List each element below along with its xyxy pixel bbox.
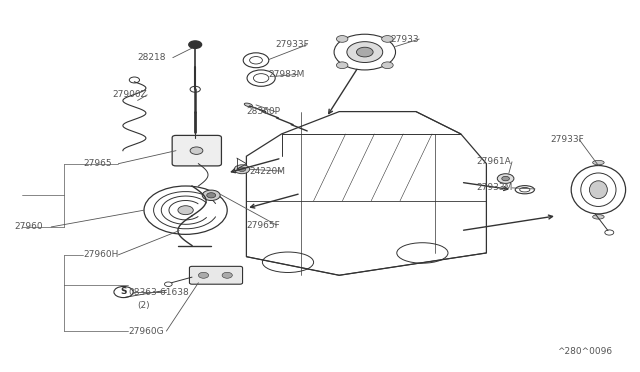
Circle shape	[497, 174, 514, 183]
Circle shape	[189, 41, 202, 48]
Text: 08363-61638: 08363-61638	[128, 288, 189, 296]
Text: S: S	[120, 287, 127, 296]
Circle shape	[238, 167, 246, 171]
Text: 27900Z: 27900Z	[112, 90, 147, 99]
FancyBboxPatch shape	[189, 266, 243, 284]
Text: 27965F: 27965F	[246, 221, 280, 230]
Text: (2): (2)	[138, 301, 150, 310]
Ellipse shape	[244, 103, 252, 107]
Ellipse shape	[589, 181, 607, 199]
Circle shape	[356, 47, 373, 57]
Text: 24220M: 24220M	[250, 167, 285, 176]
Circle shape	[502, 176, 509, 181]
Ellipse shape	[593, 160, 604, 165]
Circle shape	[381, 62, 393, 68]
Text: 27933: 27933	[390, 35, 419, 44]
Circle shape	[190, 147, 203, 154]
Text: 27933F: 27933F	[550, 135, 584, 144]
Text: 27965: 27965	[83, 159, 112, 168]
Circle shape	[347, 42, 383, 62]
Ellipse shape	[593, 215, 604, 219]
FancyBboxPatch shape	[172, 135, 221, 166]
Text: 27983M: 27983M	[269, 70, 305, 79]
Circle shape	[222, 272, 232, 278]
Circle shape	[207, 193, 216, 198]
Circle shape	[234, 165, 250, 174]
Circle shape	[202, 190, 220, 201]
Text: 27960: 27960	[14, 222, 43, 231]
Circle shape	[381, 36, 393, 42]
Circle shape	[178, 206, 193, 215]
Text: 27933F: 27933F	[275, 40, 309, 49]
Circle shape	[337, 62, 348, 68]
Text: 27960G: 27960G	[128, 327, 164, 336]
Text: 27960H: 27960H	[83, 250, 118, 259]
Text: 28218: 28218	[138, 53, 166, 62]
Text: 27961A: 27961A	[477, 157, 511, 166]
Text: 27933M: 27933M	[477, 183, 513, 192]
Circle shape	[198, 272, 209, 278]
Circle shape	[337, 36, 348, 42]
Text: 28360P: 28360P	[246, 107, 280, 116]
Text: ^280^0096: ^280^0096	[557, 347, 612, 356]
